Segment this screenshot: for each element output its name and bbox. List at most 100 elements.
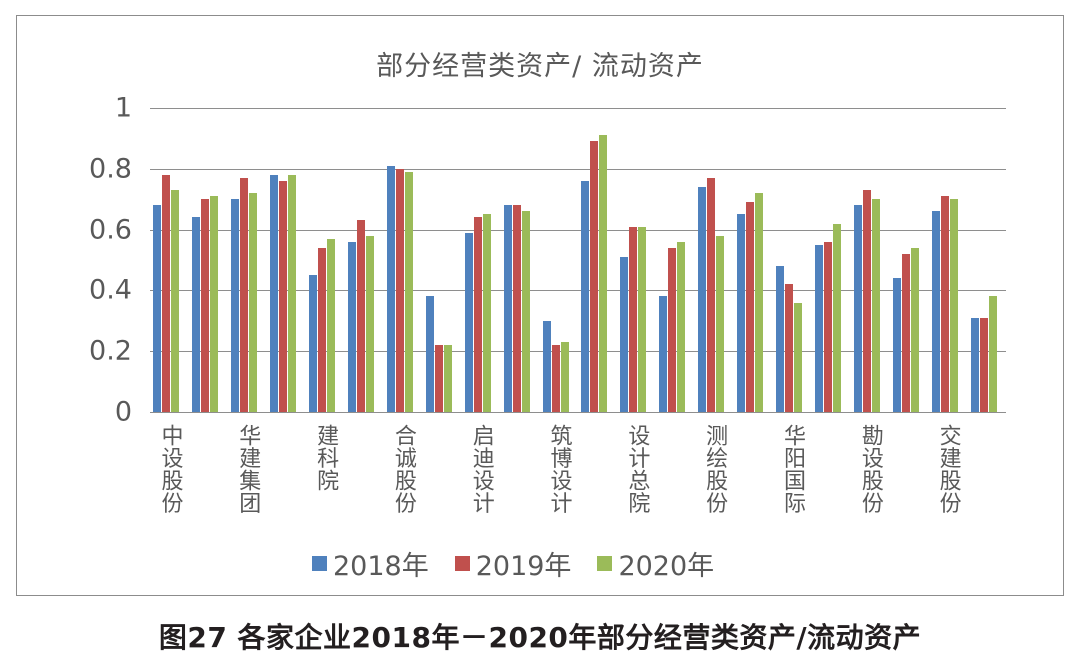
- bar: [240, 177, 249, 412]
- y-tick-label: 1: [114, 92, 132, 124]
- bar: [162, 174, 171, 412]
- bar: [776, 266, 784, 412]
- gridline: [150, 229, 1006, 231]
- bar: [823, 241, 832, 412]
- bar: [910, 247, 919, 412]
- x-category-label: 华建集团: [235, 424, 261, 514]
- bar: [698, 187, 707, 412]
- bar: [832, 223, 841, 412]
- bar: [629, 226, 638, 412]
- legend-item: 2019年: [454, 544, 572, 583]
- bar: [931, 211, 940, 412]
- bar: [940, 196, 949, 412]
- x-category-label: 建科院: [313, 424, 339, 492]
- bar: [512, 205, 521, 412]
- bar: [638, 226, 647, 412]
- legend-swatch-icon: [597, 556, 613, 571]
- y-tick-label: 0.8: [89, 153, 132, 185]
- bar: [659, 296, 668, 412]
- bar: [366, 235, 374, 412]
- bar: [348, 241, 356, 412]
- bar: [755, 193, 764, 412]
- bar: [988, 296, 997, 412]
- x-category-label: 筑博设计: [546, 424, 572, 514]
- legend-label: 2020年: [618, 551, 715, 582]
- bar: [171, 190, 180, 412]
- x-category-label: 交建股份: [935, 424, 961, 514]
- x-category-label: 华阳国际: [780, 424, 805, 514]
- bar: [288, 174, 297, 412]
- chart-frame: [16, 15, 1064, 596]
- bar: [901, 253, 910, 412]
- bar: [853, 205, 862, 412]
- bar: [270, 174, 279, 412]
- bar: [871, 199, 880, 412]
- x-category-label: 启迪设计: [468, 424, 494, 514]
- bar: [192, 217, 201, 412]
- bar: [677, 241, 686, 412]
- figure-caption: 图27 各家企业2018年－2020年部分经营类资产/流动资产: [158, 621, 922, 654]
- bar: [949, 199, 958, 412]
- bar: [785, 284, 793, 412]
- bar: [590, 141, 599, 412]
- bar: [327, 238, 336, 412]
- bar: [357, 220, 365, 412]
- y-tick-label: 0.6: [89, 214, 132, 246]
- bar: [970, 317, 979, 412]
- x-category-label: 设计总院: [624, 424, 650, 514]
- gridline: [150, 168, 1006, 170]
- gridline: [150, 351, 1006, 353]
- bar: [581, 180, 590, 412]
- bar: [620, 256, 629, 412]
- legend-label: 2019年: [475, 551, 572, 582]
- bar: [707, 177, 716, 412]
- legend-swatch-icon: [312, 556, 327, 571]
- bar: [862, 190, 871, 412]
- bar: [542, 320, 551, 412]
- x-category-label: 测绘股份: [702, 424, 728, 514]
- bar: [737, 214, 746, 412]
- bar: [746, 202, 755, 412]
- bar: [386, 165, 395, 412]
- bar: [395, 168, 404, 412]
- y-tick-label: 0.4: [89, 274, 132, 306]
- bar: [503, 205, 512, 412]
- bar: [201, 199, 210, 412]
- bar: [210, 196, 219, 412]
- plot-area: [150, 108, 1006, 413]
- legend-item: 2018年: [312, 544, 429, 583]
- bar: [979, 317, 988, 412]
- chart-title: 部分经营类资产/ 流动资产: [376, 51, 704, 82]
- x-category-label: 中设股份: [157, 424, 183, 514]
- bar: [434, 345, 443, 412]
- bar: [814, 244, 823, 412]
- legend-label: 2018年: [333, 551, 429, 582]
- legend-item: 2020年: [597, 544, 714, 583]
- bar: [482, 214, 491, 412]
- bar: [716, 235, 725, 412]
- bar: [668, 247, 677, 412]
- bar: [249, 193, 258, 412]
- bar: [153, 205, 162, 412]
- bar: [473, 217, 482, 412]
- bar: [309, 275, 318, 412]
- bar: [318, 247, 327, 412]
- bar: [551, 345, 560, 412]
- y-tick-label: 0.2: [89, 335, 132, 367]
- gridline: [150, 108, 1006, 109]
- bar: [425, 296, 434, 412]
- bar: [404, 171, 413, 412]
- bar: [560, 342, 569, 412]
- gridline: [150, 412, 1006, 413]
- bar: [279, 180, 288, 412]
- x-category-label: 勘设股份: [857, 424, 883, 514]
- gridline: [150, 290, 1006, 292]
- y-tick-label: 0: [114, 396, 132, 428]
- bar: [231, 199, 240, 412]
- legend-swatch-icon: [454, 556, 470, 571]
- bar: [892, 278, 901, 412]
- bar: [599, 135, 608, 412]
- bar: [794, 302, 802, 412]
- bar: [521, 211, 530, 412]
- x-category-label: 合诚股份: [390, 424, 416, 514]
